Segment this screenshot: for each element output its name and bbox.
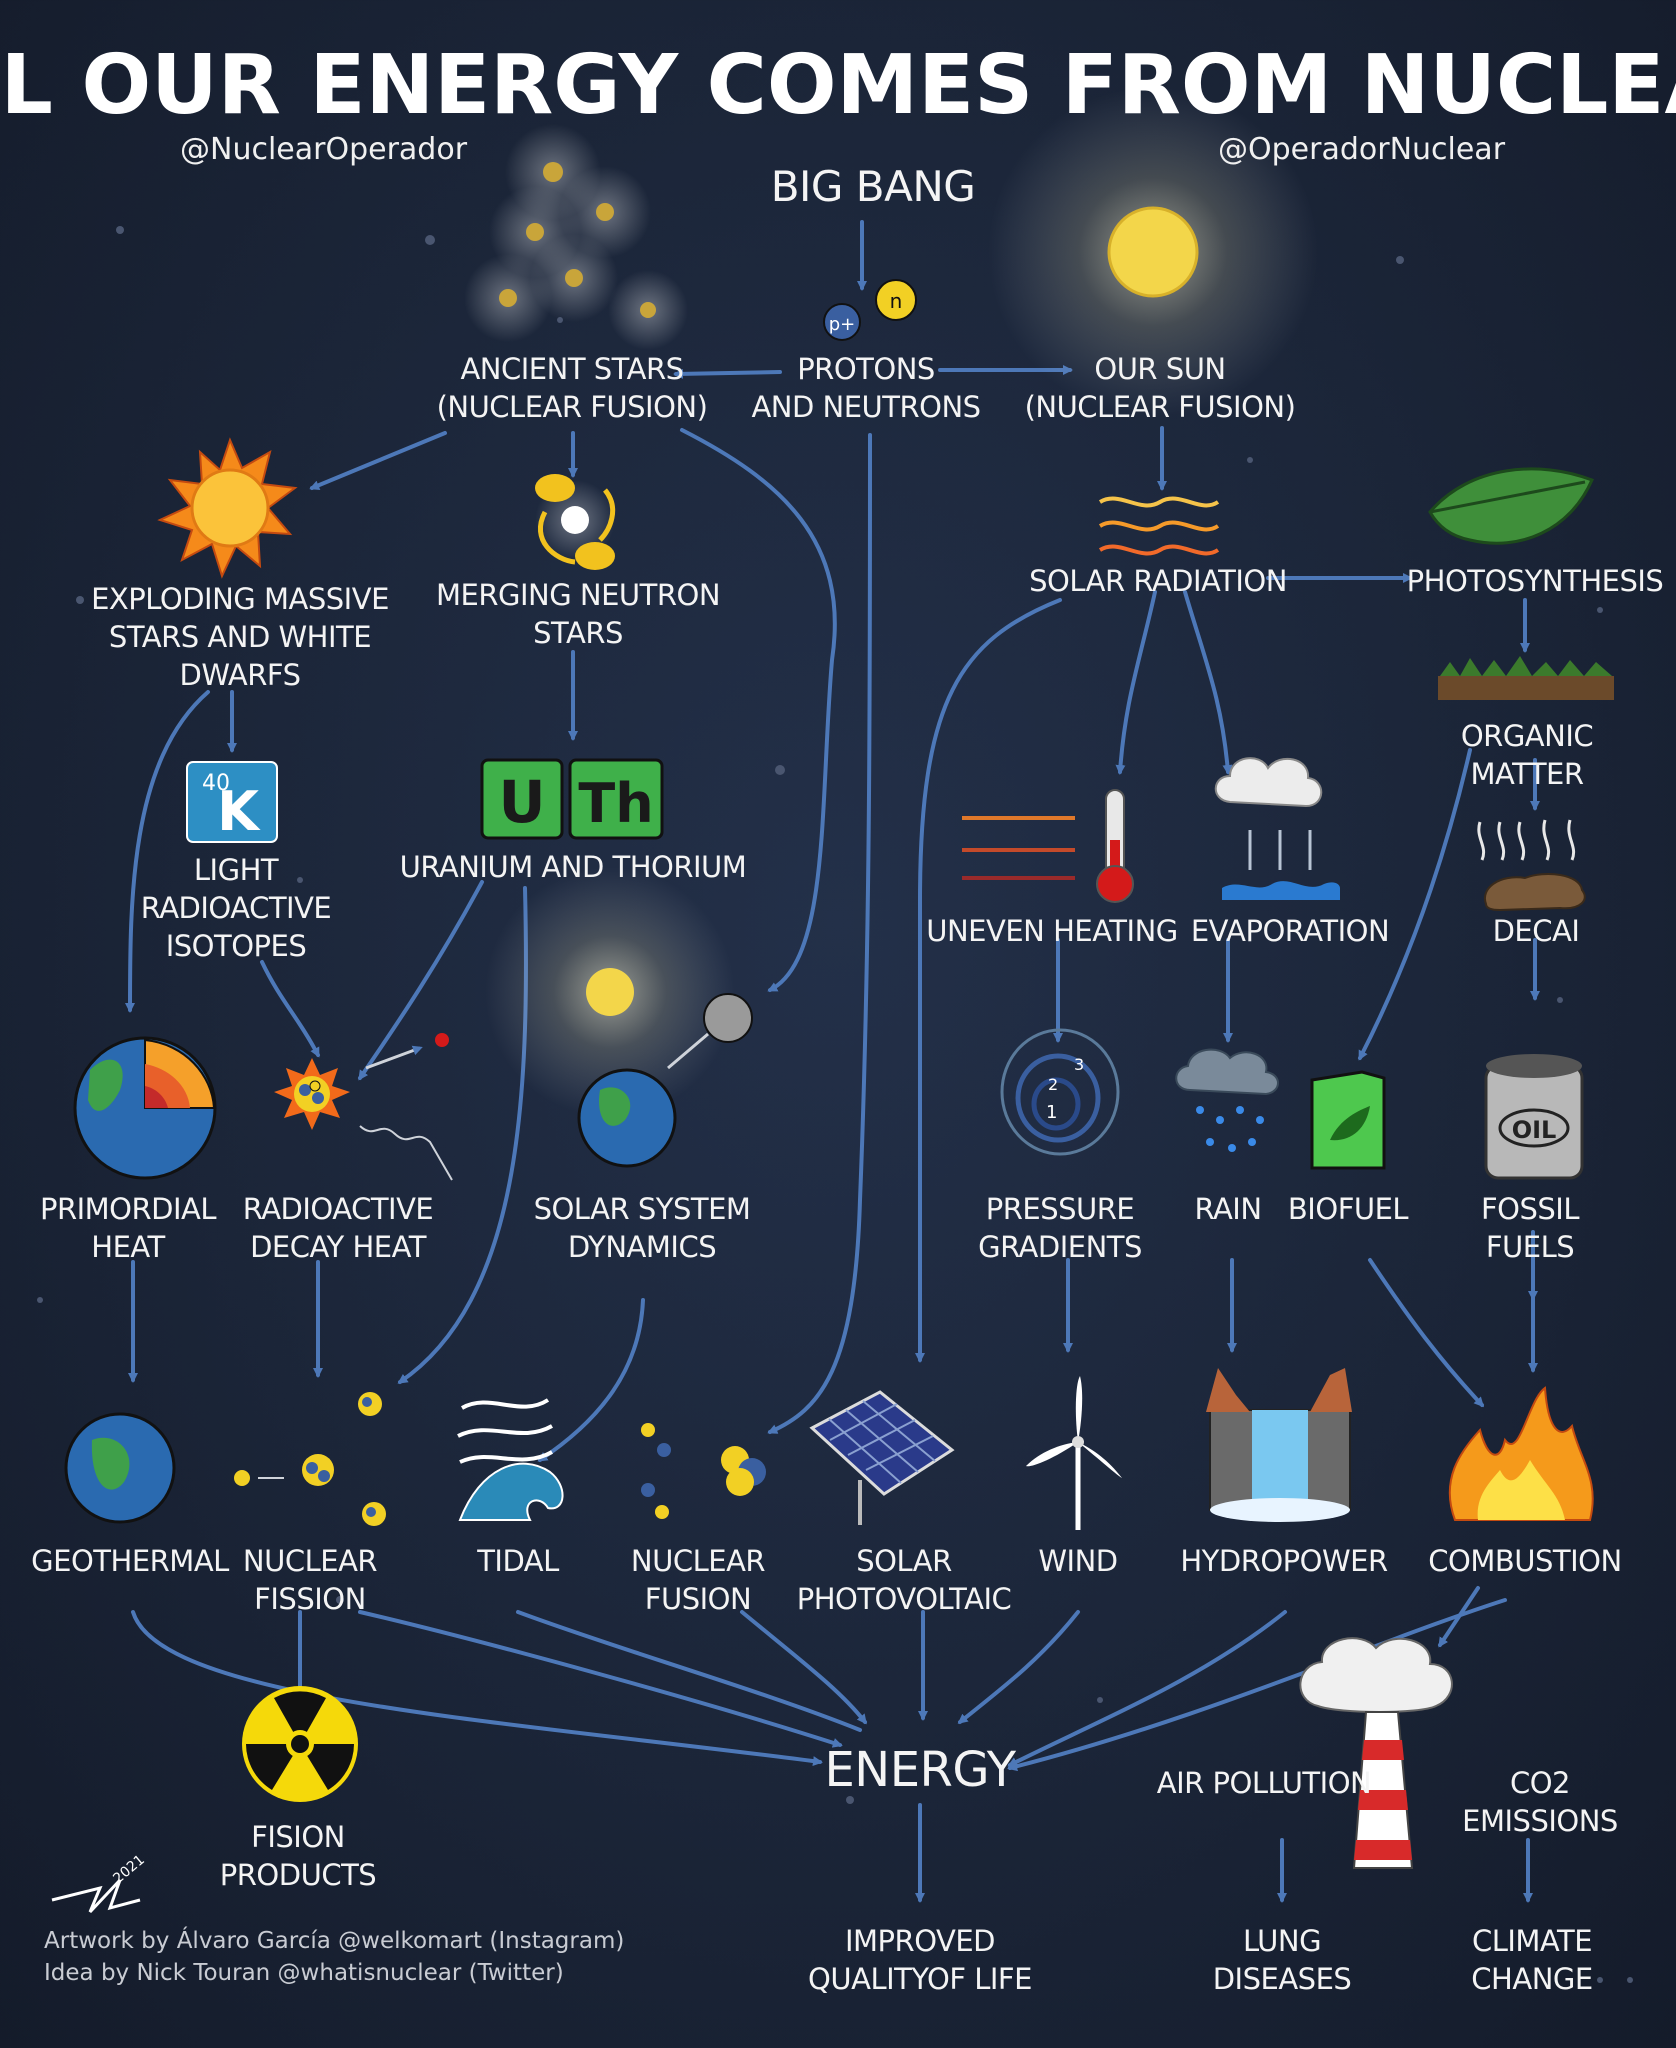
node-photosynthesis: PHOTOSYNTHESIS xyxy=(1406,564,1664,598)
uranium-thorium-icon: U Th xyxy=(480,758,664,840)
node-energy: ENERGY xyxy=(824,1742,1016,1798)
credit-artwork: Artwork by Álvaro García @welkomart (Ins… xyxy=(44,1928,625,1954)
solar-system-icon xyxy=(485,867,753,1168)
node-solar-radiation: SOLAR RADIATION xyxy=(1029,564,1287,598)
nuclear-fusion-icon xyxy=(641,1423,766,1519)
wind-turbine-icon xyxy=(1026,1376,1122,1530)
node-exploding-stars: EXPLODING MASSIVE STARS AND WHITE DWARFS xyxy=(91,582,389,692)
solar-radiation-icon xyxy=(1098,496,1220,556)
pressure-level-1: 1 xyxy=(1046,1102,1057,1123)
node-improved-quality-of-life: IMPROVED QUALITYOF LIFE xyxy=(808,1924,1032,1996)
solar-panel-icon xyxy=(809,1390,955,1525)
node-protons-neutrons: PROTONS AND NEUTRONS xyxy=(751,352,981,424)
exploding-star-icon xyxy=(157,437,298,579)
fire-icon xyxy=(1448,1386,1594,1521)
hydropower-dam-icon xyxy=(1206,1368,1352,1522)
page-title: ALL OUR ENERGY COMES FROM NUCLEAR xyxy=(0,38,1676,133)
nuclear-fission-icon xyxy=(234,1392,386,1526)
node-pressure-gradients: PRESSURE GRADIENTS xyxy=(978,1192,1142,1264)
node-nuclear-fission: NUCLEAR FISSION xyxy=(242,1544,378,1616)
node-our-sun: OUR SUN (NUCLEAR FUSION) xyxy=(1024,352,1296,424)
node-ancient-stars: ANCIENT STARS (NUCLEAR FUSION) xyxy=(436,352,708,424)
flow-arrows xyxy=(125,220,1540,1903)
artist-signature: 2021 xyxy=(51,1852,148,1914)
merging-neutron-stars-icon xyxy=(535,474,616,570)
node-merging-neutron-stars: MERGING NEUTRON STARS xyxy=(435,578,721,650)
node-rain: RAIN xyxy=(1194,1192,1262,1226)
handle-left: @NuclearOperador xyxy=(180,132,468,167)
node-big-bang: BIG BANG xyxy=(770,162,976,211)
ancient-stars-icon xyxy=(464,124,688,350)
neutron-symbol: n xyxy=(890,289,903,313)
node-air-pollution: AIR POLLUTION xyxy=(1156,1766,1372,1800)
pressure-level-2: 2 xyxy=(1048,1075,1058,1094)
potassium-symbol: K xyxy=(217,780,261,843)
credit-idea: Idea by Nick Touran @whatisnuclear (Twit… xyxy=(44,1960,564,1986)
credits: Artwork by Álvaro García @welkomart (Ins… xyxy=(44,1925,624,1989)
node-wind: WIND xyxy=(1038,1544,1118,1578)
handle-right: @OperadorNuclear xyxy=(1218,132,1506,167)
node-solar-system-dynamics: SOLAR SYSTEM DYNAMICS xyxy=(533,1192,751,1264)
node-evaporation: EVAPORATION xyxy=(1190,914,1390,948)
node-uneven-heating: UNEVEN HEATING xyxy=(926,914,1178,948)
node-decai: DECAI xyxy=(1492,914,1580,948)
tidal-wave-icon xyxy=(457,1398,564,1521)
node-tidal: TIDAL xyxy=(477,1544,559,1578)
proton-symbol: p+ xyxy=(829,314,856,335)
node-geothermal: GEOTHERMAL xyxy=(31,1544,229,1578)
proton-neutron-icon: p+ n xyxy=(823,279,917,341)
potassium-mass-number: 40 xyxy=(202,771,230,796)
evaporation-icon xyxy=(1214,757,1340,900)
decaying-matter-icon xyxy=(1477,819,1586,912)
node-co2-emissions: CO2 EMISSIONS xyxy=(1462,1766,1618,1838)
thorium-symbol: Th xyxy=(578,772,653,835)
node-fossil-fuels: FOSSIL FUELS xyxy=(1480,1192,1580,1264)
node-climate-change: CLIMATE CHANGE xyxy=(1471,1924,1593,1996)
node-primordial-heat: PRIMORDIAL HEAT xyxy=(39,1192,217,1264)
organic-matter-icon xyxy=(1438,656,1614,700)
node-nuclear-fusion: NUCLEAR FUSION xyxy=(630,1544,766,1616)
node-fision-products: FISION PRODUCTS xyxy=(219,1820,377,1892)
node-biofuel: BIOFUEL xyxy=(1287,1192,1409,1226)
node-light-radioactive-isotopes: LIGHT RADIOACTIVE ISOTOPES xyxy=(140,853,332,963)
oil-label: OIL xyxy=(1512,1116,1557,1144)
earth-core-icon xyxy=(73,1036,217,1180)
node-solar-photovoltaic: SOLAR PHOTOVOLTAIC xyxy=(796,1544,1012,1616)
radioactive-decay-icon xyxy=(274,1033,453,1181)
leaf-icon xyxy=(1428,467,1595,545)
node-hydropower: HYDROPOWER xyxy=(1180,1544,1388,1578)
signature-year: 2021 xyxy=(110,1852,148,1887)
node-uranium-thorium: URANIUM AND THORIUM xyxy=(399,850,747,884)
pressure-level-3: 3 xyxy=(1074,1055,1084,1074)
uranium-symbol: U xyxy=(498,768,545,836)
geothermal-earth-icon xyxy=(64,1412,176,1524)
thermometer-icon xyxy=(962,789,1134,903)
pressure-gradients-icon: 1 2 3 xyxy=(1000,1028,1120,1156)
sun-icon xyxy=(988,87,1318,417)
radiation-symbol-icon xyxy=(242,1686,358,1802)
node-radioactive-decay-heat: RADIOACTIVE DECAY HEAT xyxy=(242,1192,434,1264)
node-combustion: COMBUSTION xyxy=(1428,1544,1622,1578)
node-organic-matter: ORGANIC MATTER xyxy=(1460,719,1594,791)
rain-cloud-icon xyxy=(1175,1048,1279,1152)
biofuel-can-icon xyxy=(1310,1070,1386,1170)
node-lung-diseases: LUNG DISEASES xyxy=(1212,1924,1352,1996)
emissions-chimney-icon xyxy=(1299,1637,1453,1869)
potassium-element-icon: 40 K xyxy=(186,761,278,843)
oil-barrel-icon: OIL xyxy=(1484,1054,1584,1180)
